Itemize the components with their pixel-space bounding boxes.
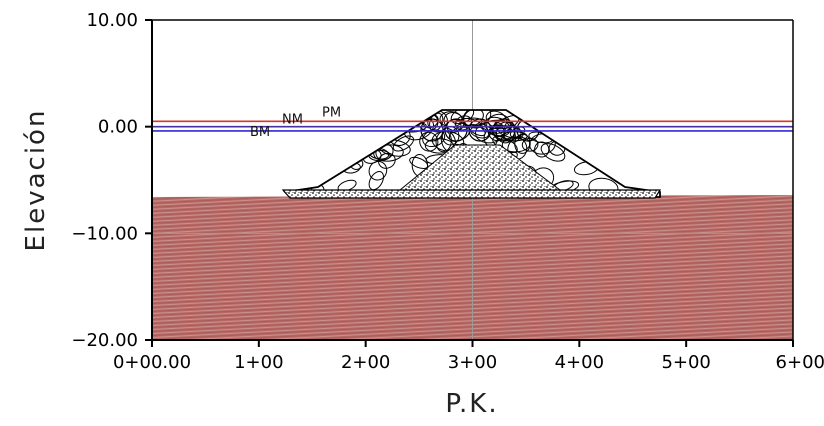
armor-stone (409, 156, 429, 169)
y-tick-label: −20.00 (71, 330, 138, 351)
y-tick-label: 10.00 (86, 10, 138, 31)
x-tick-label: 0+00.00 (113, 352, 191, 373)
water-levels: PM NM BM (152, 105, 793, 140)
x-tick-label: 1+00 (234, 352, 283, 373)
x-axis-title: P.K. (445, 389, 498, 419)
armor-stone (540, 143, 566, 162)
armor-stone (521, 137, 539, 152)
x-tick-label: 5+00 (661, 352, 710, 373)
axis-ticks: 10.00 0.00 −10.00 −20.000+00.00 1+00 2+00 3+00… (71, 10, 824, 373)
armor-stone (444, 118, 468, 142)
armor-stone (486, 113, 511, 137)
armor-stone (392, 135, 415, 152)
toe-bedding (281, 189, 662, 199)
armor-stone (534, 141, 550, 158)
y-tick-label: 0.00 (98, 117, 138, 138)
breakwater-structure (281, 109, 662, 199)
y-tick-label: −10.00 (71, 223, 138, 244)
water-level-label: NM (282, 113, 303, 128)
armor-stone (503, 124, 522, 143)
x-tick-label: 6+00 (776, 352, 824, 373)
armor-stone (378, 152, 396, 169)
armor-stone (420, 118, 444, 142)
armor-stone (368, 171, 384, 191)
armor-stone (368, 149, 391, 162)
armor-stone (492, 118, 516, 142)
water-level-label: BM (250, 125, 270, 140)
y-axis-title: Elevación (21, 109, 51, 252)
armor-stone (368, 160, 388, 181)
x-tick-label: 4+00 (555, 352, 604, 373)
armor-stone (514, 133, 531, 154)
water-level-label: PM (322, 105, 341, 120)
armor-stone (468, 118, 492, 142)
x-tick-label: 2+00 (341, 352, 390, 373)
x-tick-label: 3+00 (448, 352, 497, 373)
armor-stone (529, 133, 556, 155)
